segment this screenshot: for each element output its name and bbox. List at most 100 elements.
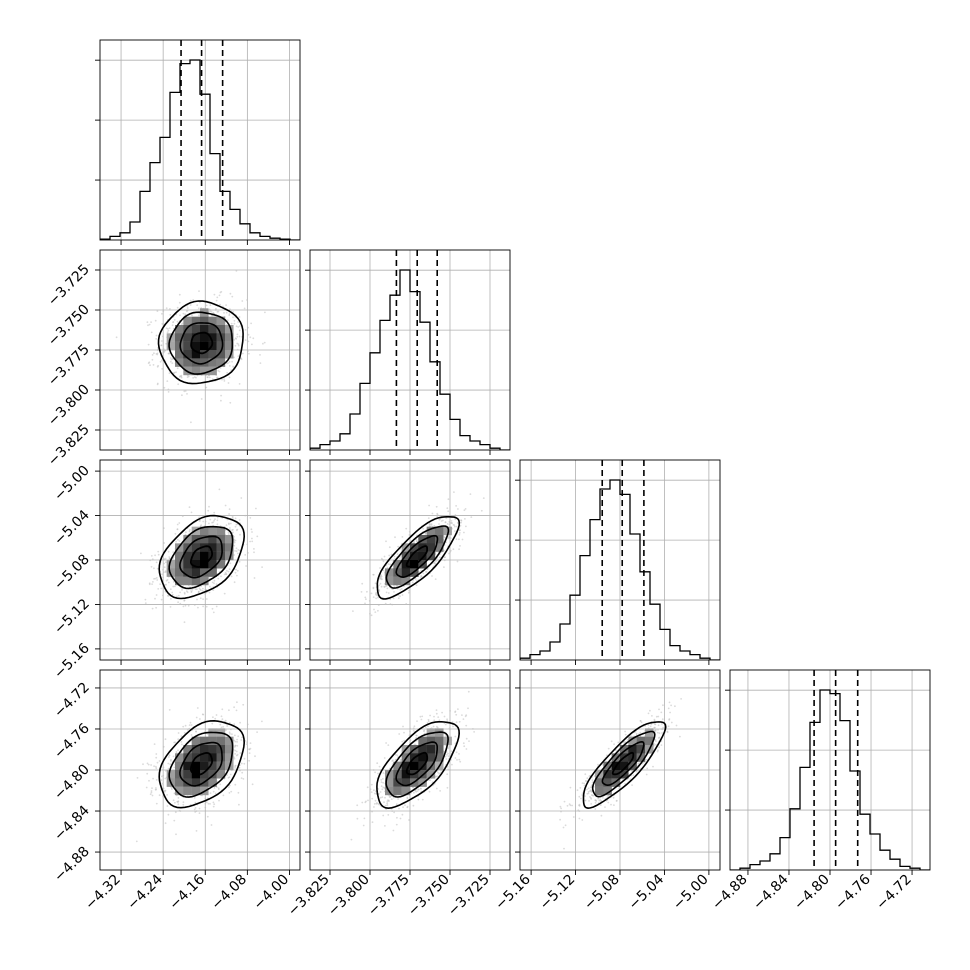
- density-cell: [225, 543, 234, 552]
- density-cell: [216, 341, 226, 351]
- density-cell: [418, 551, 427, 561]
- scatter-point: [364, 602, 366, 605]
- scatter-point: [379, 567, 381, 569]
- scatter-point: [385, 591, 388, 594]
- scatter-point: [234, 744, 237, 747]
- scatter-point: [169, 606, 172, 608]
- scatter-point: [234, 539, 237, 542]
- tick-label-x: −4.16: [166, 871, 208, 913]
- scatter-point: [156, 567, 159, 570]
- scatter-point: [454, 757, 457, 759]
- panel-2-0: [100, 460, 300, 660]
- density-cell: [385, 770, 394, 779]
- scatter-point: [184, 390, 187, 392]
- scatter-point: [369, 612, 371, 615]
- scatter-point: [189, 528, 191, 531]
- scatter-point: [151, 794, 154, 797]
- scatter-point: [246, 543, 249, 546]
- scatter-point: [251, 531, 253, 533]
- scatter-point: [382, 778, 384, 780]
- scatter-point: [204, 797, 207, 800]
- scatter-point: [454, 710, 457, 713]
- density-cell: [191, 341, 201, 351]
- scatter-point: [224, 719, 227, 722]
- panel-3-2: [520, 670, 720, 870]
- scatter-point: [178, 540, 181, 542]
- scatter-point: [401, 536, 404, 538]
- scatter-point: [384, 602, 387, 605]
- scatter-point: [380, 575, 383, 578]
- scatter-point: [198, 290, 200, 292]
- scatter-point: [204, 584, 207, 587]
- scatter-point: [445, 758, 448, 760]
- density-cell: [200, 350, 209, 359]
- tick-label-y: −5.04: [51, 507, 93, 549]
- contour-3: [157, 300, 244, 385]
- scatter-point: [144, 602, 147, 604]
- scatter-point: [263, 341, 266, 344]
- density-cell: [208, 543, 217, 552]
- scatter-point: [205, 598, 208, 600]
- scatter-point: [175, 540, 178, 543]
- scatter-point: [157, 550, 160, 553]
- density-cell: [216, 543, 226, 552]
- scatter-point: [236, 569, 239, 572]
- scatter-point: [167, 581, 170, 584]
- scatter-point: [235, 550, 238, 553]
- scatter-point: [433, 715, 435, 718]
- scatter-point: [236, 738, 239, 741]
- scatter-point: [160, 775, 163, 778]
- scatter-point: [422, 572, 425, 575]
- scatter-point: [160, 344, 163, 347]
- scatter-point: [411, 581, 414, 584]
- scatter-point: [228, 522, 230, 525]
- scatter-point: [371, 810, 373, 813]
- scatter-point: [151, 558, 154, 561]
- scatter-point: [413, 725, 416, 728]
- density-cell: [410, 761, 419, 771]
- scatter-point: [420, 787, 422, 790]
- scatter-point: [238, 766, 241, 769]
- density-cell: [216, 535, 226, 544]
- scatter-point: [388, 554, 391, 557]
- scatter-point: [386, 566, 389, 569]
- scatter-point: [440, 770, 442, 772]
- scatter-point: [256, 731, 258, 733]
- scatter-point: [182, 803, 185, 806]
- scatter-point: [150, 321, 153, 323]
- scatter-point: [195, 716, 198, 719]
- scatter-point: [233, 706, 236, 709]
- scatter-point: [161, 335, 164, 338]
- scatter-point: [161, 312, 163, 315]
- scatter-point: [401, 594, 404, 596]
- scatter-point: [146, 321, 149, 324]
- scatter-point: [162, 350, 165, 353]
- scatter-point: [480, 509, 483, 512]
- scatter-point: [179, 810, 182, 812]
- scatter-point: [439, 790, 441, 792]
- scatter-point: [213, 787, 216, 789]
- scatter-point: [458, 753, 460, 755]
- scatter-point: [387, 563, 390, 565]
- scatter-point: [209, 304, 212, 307]
- scatter-point: [208, 522, 210, 525]
- scatter-point: [441, 711, 443, 714]
- scatter-point: [190, 591, 193, 593]
- scatter-point: [147, 362, 150, 365]
- scatter-point: [191, 585, 194, 587]
- scatter-point: [415, 539, 418, 542]
- density-cell: [208, 316, 217, 326]
- density-cell: [200, 568, 209, 577]
- scatter-point: [159, 583, 162, 585]
- scatter-point: [238, 335, 241, 338]
- scatter-point: [167, 328, 169, 330]
- scatter-point: [393, 811, 395, 814]
- scatter-point: [176, 306, 179, 309]
- contour-2: [168, 731, 234, 798]
- scatter-point: [403, 585, 405, 588]
- scatter-point: [449, 551, 451, 553]
- scatter-point: [142, 763, 144, 766]
- scatter-point: [467, 707, 469, 710]
- scatter-point: [218, 799, 220, 802]
- density-cell: [200, 316, 209, 326]
